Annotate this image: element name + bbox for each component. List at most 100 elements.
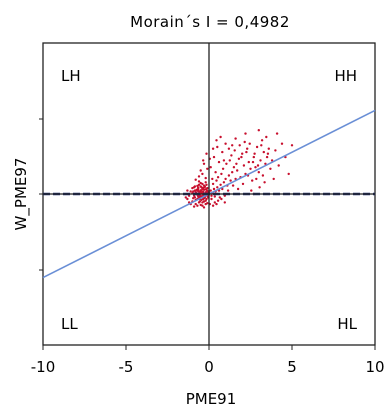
data-point <box>264 162 267 165</box>
quadrant-label-hl: HL <box>337 315 357 333</box>
data-point <box>260 139 264 142</box>
data-point <box>290 144 294 147</box>
data-point <box>211 147 215 150</box>
data-point <box>201 201 204 204</box>
data-point <box>265 135 268 139</box>
data-point <box>269 167 272 170</box>
data-point <box>217 160 221 164</box>
data-point <box>186 189 189 192</box>
data-point <box>222 159 226 162</box>
data-point <box>196 189 199 192</box>
data-point <box>198 200 202 203</box>
data-point <box>263 181 266 184</box>
x-tick-label: -5 <box>119 358 134 376</box>
data-point <box>186 197 189 201</box>
data-point <box>212 187 216 191</box>
data-point <box>199 169 202 172</box>
data-point <box>203 185 206 188</box>
data-point <box>209 189 212 192</box>
data-point <box>243 140 246 144</box>
data-point <box>200 186 203 189</box>
data-point <box>199 203 202 207</box>
data-point <box>231 144 234 147</box>
x-tick-label: 10 <box>365 358 384 376</box>
y-axis-label: W_PME97 <box>12 158 31 231</box>
data-point <box>235 162 238 165</box>
y-axis-ticks <box>39 118 43 271</box>
data-point <box>234 137 237 140</box>
data-point <box>255 145 259 149</box>
data-point <box>257 129 260 132</box>
data-point <box>251 179 254 182</box>
data-point <box>201 172 204 176</box>
data-point <box>246 147 249 150</box>
data-point <box>223 201 226 204</box>
data-point <box>272 177 275 181</box>
data-point <box>224 142 227 145</box>
data-point <box>220 172 223 176</box>
data-point <box>202 206 206 209</box>
data-point <box>214 171 217 174</box>
data-point <box>191 186 194 190</box>
data-point <box>206 202 209 205</box>
data-point <box>192 205 196 208</box>
x-axis-ticks <box>42 345 376 350</box>
data-point <box>259 159 262 162</box>
data-point <box>206 167 209 170</box>
data-point <box>197 180 201 183</box>
data-point <box>193 196 197 199</box>
data-point <box>219 135 222 139</box>
data-point <box>221 150 224 154</box>
data-point <box>218 196 221 199</box>
data-point <box>277 164 280 167</box>
data-point <box>227 147 231 150</box>
data-point <box>251 160 255 164</box>
data-point <box>194 178 197 181</box>
data-point <box>227 174 231 177</box>
data-point <box>236 169 239 172</box>
x-axis-label: PME91 <box>186 390 237 408</box>
data-point <box>241 182 245 186</box>
data-point <box>216 186 219 189</box>
x-tick-label: -10 <box>31 358 56 376</box>
data-point <box>252 155 255 159</box>
data-point <box>224 177 227 181</box>
data-point <box>262 150 265 154</box>
data-point <box>219 183 222 186</box>
data-point <box>202 159 205 162</box>
data-point <box>225 162 228 165</box>
data-point <box>199 181 202 185</box>
data-point <box>216 145 219 149</box>
quadrant-label-ll: LL <box>61 315 78 333</box>
data-point <box>202 197 205 201</box>
quadrant-label-lh: LH <box>61 67 81 85</box>
data-point <box>213 201 216 204</box>
data-point <box>228 159 231 162</box>
data-point <box>196 204 199 207</box>
data-point <box>230 154 233 157</box>
data-point <box>192 190 195 193</box>
data-point <box>287 172 290 176</box>
data-point <box>244 132 247 135</box>
data-points <box>184 129 294 209</box>
data-point <box>205 188 208 191</box>
data-point <box>193 185 197 188</box>
data-point <box>253 152 256 155</box>
data-point <box>245 150 248 154</box>
data-point <box>237 157 241 160</box>
data-point <box>202 162 206 165</box>
data-point <box>231 184 235 187</box>
data-point <box>202 188 206 191</box>
data-point <box>200 189 203 192</box>
data-point <box>205 183 208 186</box>
data-point <box>247 160 250 164</box>
data-point <box>210 197 213 201</box>
data-point <box>248 142 251 145</box>
data-point <box>215 202 218 206</box>
data-point <box>211 182 215 186</box>
data-point <box>205 152 208 155</box>
data-point <box>204 181 207 184</box>
x-axis-tick-labels: -10 -5 0 5 10 <box>31 358 384 376</box>
data-point <box>261 174 265 177</box>
